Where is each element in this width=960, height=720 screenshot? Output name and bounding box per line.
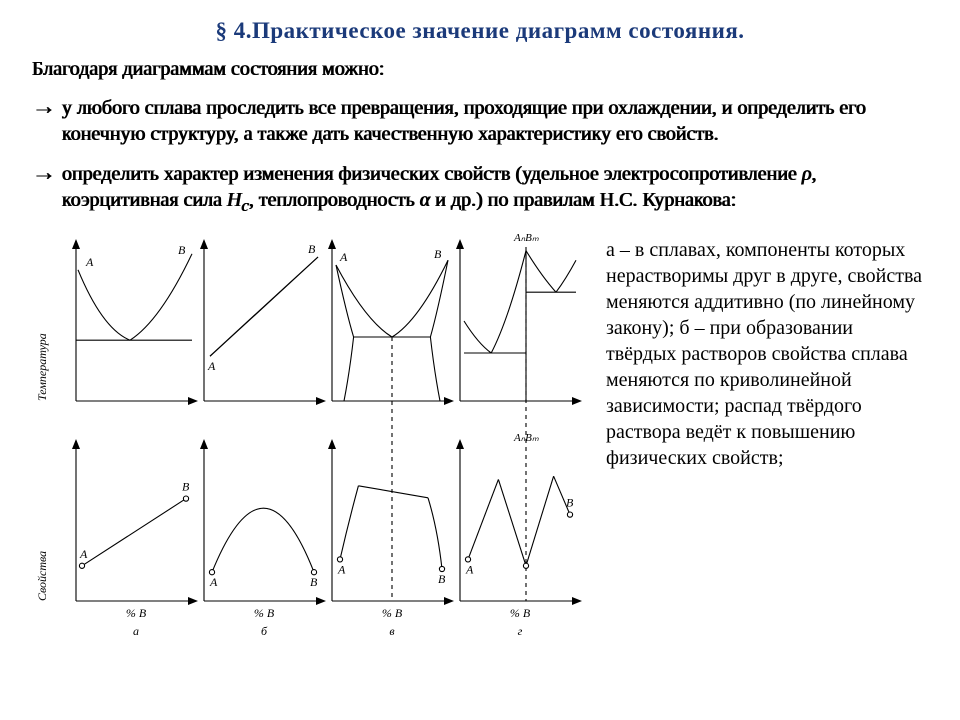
arrow-icon: → bbox=[32, 95, 62, 147]
figure-legend: а – в сплавах, компоненты которых нераст… bbox=[592, 231, 928, 471]
svg-text:A: A bbox=[85, 254, 94, 268]
diagram-svg: Температура Свойства A B A B A B AₙBₘ A B % B а A B % B… bbox=[32, 231, 592, 645]
svg-text:AₙBₘ: AₙBₘ bbox=[513, 432, 539, 444]
svg-text:B: B bbox=[182, 479, 190, 493]
svg-text:в: в bbox=[389, 624, 394, 638]
svg-text:B: B bbox=[310, 575, 318, 589]
bullet-1: → у любого сплава проследить все превращ… bbox=[32, 95, 928, 147]
svg-text:B: B bbox=[438, 572, 446, 586]
svg-text:% B: % B bbox=[126, 606, 147, 620]
svg-text:A: A bbox=[209, 575, 218, 589]
svg-text:% B: % B bbox=[254, 606, 275, 620]
svg-text:A: A bbox=[465, 562, 474, 576]
svg-text:Свойства: Свойства bbox=[35, 550, 49, 600]
svg-text:A: A bbox=[207, 359, 216, 373]
bullet-2: → определить характер изменения физическ… bbox=[32, 161, 928, 217]
svg-text:а: а bbox=[133, 624, 139, 638]
svg-text:г: г bbox=[518, 624, 523, 638]
svg-text:B: B bbox=[434, 247, 442, 261]
kurnakov-figure: Температура Свойства A B A B A B AₙBₘ A B % B а A B % B… bbox=[32, 231, 592, 645]
arrow-icon: → bbox=[32, 161, 62, 217]
svg-text:A: A bbox=[337, 562, 346, 576]
svg-text:% B: % B bbox=[510, 606, 531, 620]
svg-text:Температура: Температура bbox=[35, 333, 49, 401]
bullet-1-text: у любого сплава проследить все превращен… bbox=[62, 95, 928, 147]
svg-text:B: B bbox=[308, 242, 316, 256]
intro-text: Благодаря диаграммам состояния можно: bbox=[32, 58, 928, 81]
svg-text:A: A bbox=[339, 250, 348, 264]
bullet-2-text: определить характер изменения физических… bbox=[62, 161, 928, 217]
svg-text:A: A bbox=[79, 546, 88, 560]
svg-text:AₙBₘ: AₙBₘ bbox=[513, 232, 539, 244]
svg-text:б: б bbox=[261, 624, 268, 638]
page-title: § 4.Практическое значение диаграмм состо… bbox=[32, 18, 928, 44]
svg-text:B: B bbox=[178, 242, 186, 256]
svg-text:% B: % B bbox=[382, 606, 403, 620]
svg-text:B: B bbox=[566, 495, 574, 509]
